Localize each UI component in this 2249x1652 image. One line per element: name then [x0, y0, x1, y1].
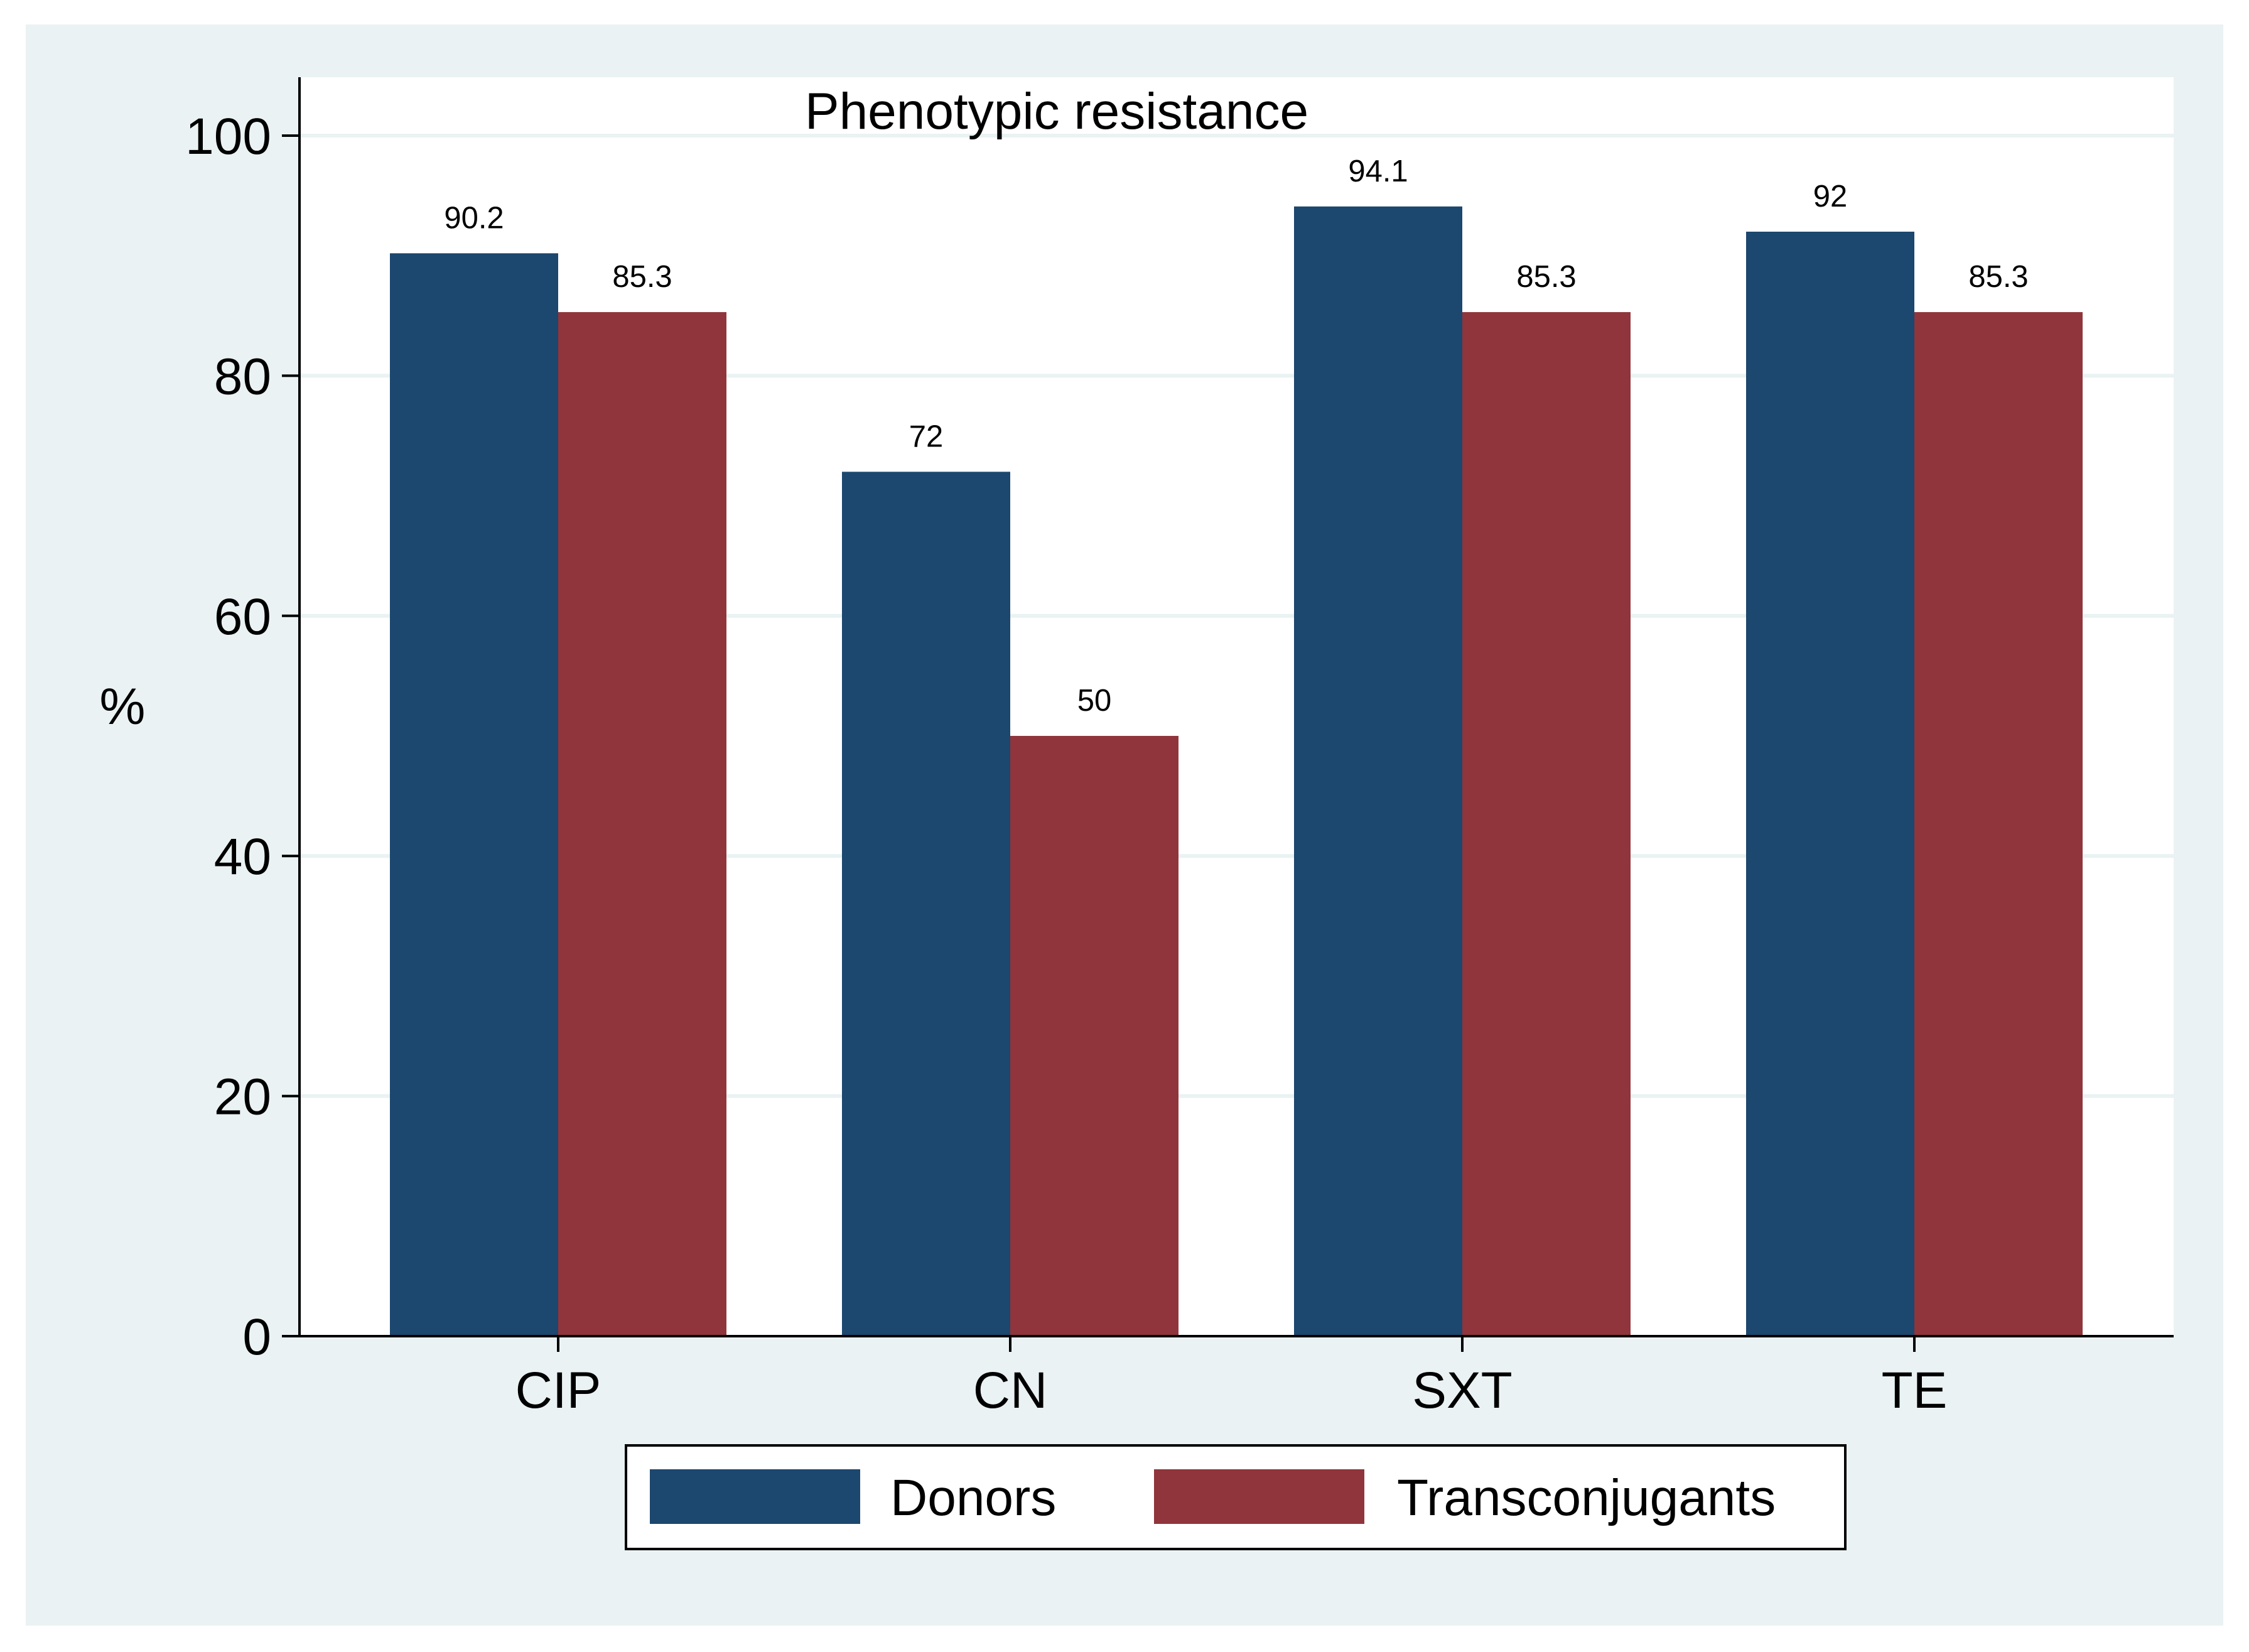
legend-swatch-transconjugants	[1154, 1469, 1364, 1524]
bar-value-label: 85.3	[1968, 260, 2028, 294]
bar-cn-transconjugants	[1010, 736, 1178, 1336]
chart-title: Phenotypic resistance	[805, 83, 1308, 140]
bar-te-donors	[1746, 231, 1914, 1337]
x-tick-label: CN	[973, 1362, 1047, 1419]
bar-te-transconjugants	[1914, 312, 2083, 1337]
x-tick-label: CIP	[515, 1362, 601, 1419]
bar-sxt-donors	[1294, 206, 1462, 1337]
bar-cn-donors	[842, 472, 1010, 1336]
legend-swatch-donors	[650, 1469, 860, 1524]
y-axis-label: %	[100, 678, 146, 735]
bar-value-label: 85.3	[1516, 260, 1576, 294]
legend: Donors Transconjugants	[625, 1444, 1847, 1550]
y-tick-label: 100	[185, 108, 271, 165]
y-tick-label: 80	[214, 348, 271, 405]
y-tick-label: 20	[214, 1069, 271, 1126]
y-axis-ticks: 0 20 40 60 80 100	[185, 108, 299, 1366]
bar-value-label: 72	[909, 419, 944, 453]
bar-value-label: 85.3	[612, 260, 672, 294]
bar-value-label: 90.2	[444, 201, 504, 235]
x-tick-label: TE	[1882, 1362, 1948, 1419]
bar-value-labels: 90.2 85.3 72 50 94.1 85.3 92 85.3	[444, 154, 2028, 718]
bar-cip-transconjugants	[558, 312, 726, 1337]
y-tick-label: 60	[214, 588, 271, 645]
x-axis-ticks: CIP CN SXT TE	[515, 1336, 1948, 1419]
y-tick-label: 40	[214, 828, 271, 885]
legend-label-donors: Donors	[890, 1469, 1056, 1526]
y-tick-label: 0	[242, 1309, 271, 1366]
legend-label-transconjugants: Transconjugants	[1397, 1469, 1776, 1526]
bar-cip-donors	[390, 253, 558, 1337]
bar-value-label: 94.1	[1348, 154, 1408, 188]
x-tick-label: SXT	[1412, 1362, 1512, 1419]
bars	[390, 206, 2083, 1337]
bar-sxt-transconjugants	[1462, 312, 1631, 1337]
bar-value-label: 92	[1813, 180, 1848, 213]
bar-value-label: 50	[1077, 684, 1112, 718]
